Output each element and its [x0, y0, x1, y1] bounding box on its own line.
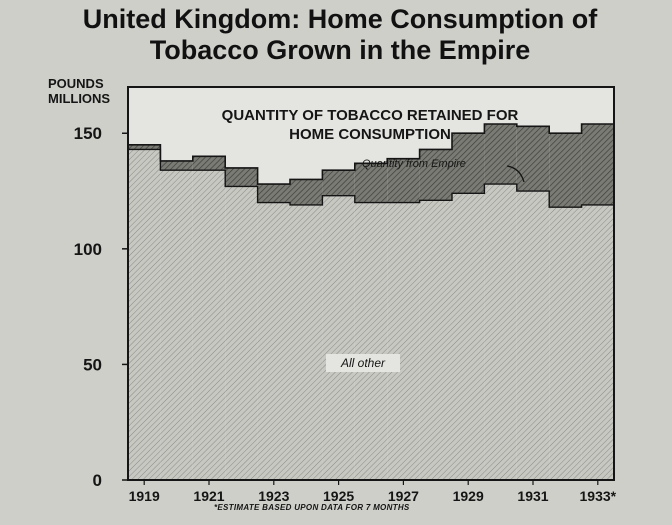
- all-other-bar-1923: [257, 202, 290, 480]
- all-other-bar-1928: [419, 200, 452, 480]
- y-tick-label-100: 100: [74, 240, 102, 259]
- all-other-bar-1925: [322, 195, 355, 480]
- y-axis-unit-label: POUNDS MILLIONS: [48, 76, 110, 106]
- x-tick-label-1929: 1929: [453, 488, 484, 504]
- empire-bar-1932: [549, 133, 582, 208]
- x-tick-label-1919: 1919: [129, 488, 160, 504]
- empire-bar-1933: [581, 123, 614, 205]
- y-tick-label-150: 150: [74, 124, 102, 143]
- x-tick-label-1923: 1923: [258, 488, 289, 504]
- empire-bar-1921: [192, 156, 226, 171]
- all-other-bar-1924: [290, 204, 323, 480]
- plot-frame: [127, 86, 615, 481]
- chart-main-title: United Kingdom: Home Consumption of Toba…: [40, 4, 640, 66]
- empire-bar-1930: [484, 123, 517, 185]
- x-tick-label-1933: 1933*: [580, 488, 617, 504]
- all-other-bar-1929: [452, 193, 485, 480]
- empire-bar-1927: [387, 158, 420, 203]
- all-other-bar-1931: [516, 191, 550, 480]
- all-other-label-box: [326, 354, 400, 372]
- y-tick-label-50: 50: [83, 355, 102, 374]
- inner-title-line-2: HOME CONSUMPTION: [289, 126, 451, 143]
- empire-bar-1922: [225, 167, 258, 187]
- empire-bar-1924: [290, 179, 323, 205]
- x-tick-label-1925: 1925: [323, 488, 354, 504]
- all-other-bar-1919: [128, 149, 161, 480]
- empire-annotation-pointer: [506, 165, 525, 183]
- empire-bar-1919: [128, 144, 161, 150]
- all-other-series-annotation: All other: [340, 356, 386, 370]
- title-line-1: United Kingdom: Home Consumption of: [82, 4, 598, 34]
- x-tick-label-1931: 1931: [517, 488, 548, 504]
- empire-bar-1920: [160, 160, 193, 171]
- footnote: *ESTIMATE BASED UPON DATA FOR 7 MONTHS: [214, 503, 410, 512]
- x-tick-label-1927: 1927: [388, 488, 419, 504]
- empire-bar-1926: [354, 163, 388, 203]
- all-other-bar-1927: [387, 202, 420, 480]
- title-line-2: Tobacco Grown in the Empire: [149, 35, 531, 65]
- empire-bar-1931: [516, 126, 550, 192]
- all-other-bar-1930: [484, 184, 517, 480]
- all-other-bar-1921: [192, 170, 226, 481]
- all-other-bar-1932: [549, 207, 582, 480]
- empire-bar-1928: [419, 149, 452, 201]
- y-tick-label-0: 0: [93, 471, 102, 490]
- y-unit-line-1: POUNDS: [48, 76, 104, 91]
- y-unit-line-2: MILLIONS: [48, 91, 111, 106]
- x-tick-label-1921: 1921: [193, 488, 224, 504]
- all-other-bar-1926: [354, 202, 388, 480]
- empire-series-line: [128, 123, 614, 185]
- all-other-bar-1920: [160, 170, 193, 481]
- all-other-bar-1933: [581, 204, 614, 480]
- empire-bar-1925: [322, 170, 355, 196]
- empire-bar-1923: [257, 184, 290, 203]
- all-other-bar-1922: [225, 186, 258, 480]
- all-other-series-line: [128, 148, 614, 208]
- inner-title-line-1: QUANTITY OF TOBACCO RETAINED FOR: [222, 107, 519, 124]
- empire-series-annotation: Quantity from Empire: [362, 158, 466, 170]
- empire-bar-1929: [452, 133, 485, 194]
